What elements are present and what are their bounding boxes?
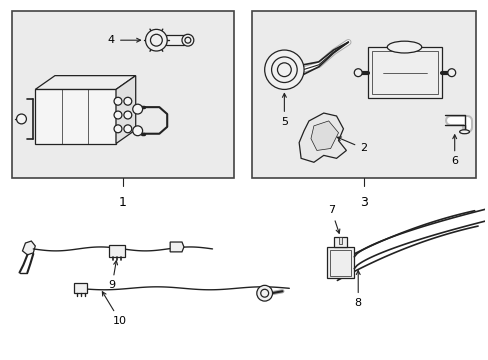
Polygon shape [35, 76, 136, 89]
Circle shape [182, 34, 193, 46]
Text: 1: 1 [119, 196, 126, 209]
Text: 4: 4 [108, 35, 140, 45]
Circle shape [123, 97, 131, 105]
Circle shape [123, 111, 131, 119]
Circle shape [264, 50, 304, 89]
Ellipse shape [459, 130, 468, 134]
Bar [251, 11, 475, 178]
Polygon shape [35, 89, 116, 144]
Circle shape [260, 289, 268, 297]
Polygon shape [116, 76, 136, 144]
Circle shape [150, 34, 162, 46]
Polygon shape [299, 113, 346, 162]
Text: 9: 9 [108, 261, 117, 291]
Bar [333, 237, 346, 247]
Bar [367, 47, 441, 98]
Ellipse shape [386, 41, 421, 53]
Text: 8: 8 [354, 271, 361, 308]
Circle shape [277, 63, 291, 77]
Bar [12, 11, 234, 178]
Circle shape [123, 125, 131, 133]
Circle shape [114, 111, 122, 119]
Circle shape [17, 114, 26, 124]
Polygon shape [310, 121, 338, 150]
Text: 5: 5 [280, 94, 287, 127]
Circle shape [114, 97, 122, 105]
Circle shape [114, 125, 122, 133]
Text: 3: 3 [360, 196, 367, 209]
Circle shape [447, 69, 455, 77]
Circle shape [271, 57, 297, 82]
Circle shape [184, 37, 190, 43]
Polygon shape [109, 245, 124, 257]
Circle shape [353, 69, 362, 77]
Text: 6: 6 [450, 135, 457, 166]
Circle shape [256, 285, 272, 301]
Bar [329, 250, 350, 275]
Bar [326, 247, 353, 278]
Polygon shape [338, 237, 342, 244]
Bar [371, 51, 437, 94]
Ellipse shape [487, 207, 488, 220]
Polygon shape [166, 35, 183, 45]
Text: 10: 10 [102, 292, 127, 326]
Circle shape [132, 104, 142, 114]
Circle shape [132, 126, 142, 136]
Polygon shape [170, 242, 183, 252]
Text: 7: 7 [327, 206, 339, 233]
Polygon shape [22, 241, 35, 255]
Text: 2: 2 [337, 137, 366, 153]
Circle shape [145, 30, 167, 51]
Polygon shape [74, 283, 87, 293]
